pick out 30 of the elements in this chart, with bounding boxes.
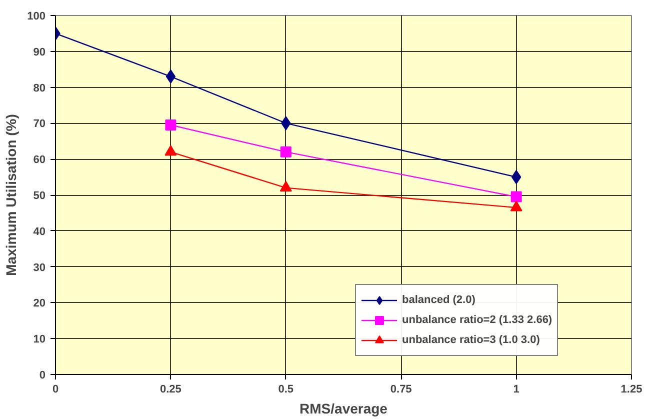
- point: [510, 191, 522, 202]
- point: [166, 70, 176, 84]
- point: [510, 200, 522, 212]
- y-tick-label: 30: [33, 262, 46, 274]
- x-tick-label: 0: [52, 384, 59, 396]
- x-axis-title: RMS/average: [300, 400, 388, 416]
- y-tick-label: 60: [33, 154, 46, 166]
- y-tick-label: 40: [33, 226, 46, 238]
- y-tick-label: 20: [33, 298, 46, 310]
- y-tick-label: 70: [33, 118, 46, 130]
- x-tick-label: 0.5: [278, 384, 294, 396]
- y-tick-label: 0: [39, 370, 46, 382]
- point: [164, 145, 177, 156]
- legend-label: unbalance ratio=3 (1.0 3.0): [402, 334, 540, 346]
- y-tick-label: 100: [27, 10, 46, 22]
- point: [511, 170, 522, 184]
- point: [280, 180, 292, 192]
- x-tick-label: 1.25: [620, 384, 642, 396]
- y-tick-label: 10: [33, 334, 46, 346]
- y-tick-label: 80: [33, 82, 46, 94]
- point: [165, 119, 176, 130]
- y-axis-title: Maximum Utilisation (%): [3, 114, 20, 276]
- y-tick-label: 90: [33, 46, 46, 58]
- legend-label: unbalance ratio=2 (1.33 2.66): [402, 314, 552, 326]
- x-tick-label: 0.25: [160, 384, 182, 396]
- legend-label: balanced (2.0): [402, 294, 476, 306]
- y-tick-label: 50: [33, 190, 46, 202]
- x-tick-label: 1: [513, 384, 520, 396]
- x-tick-label: 0.75: [390, 384, 412, 396]
- point: [280, 146, 292, 158]
